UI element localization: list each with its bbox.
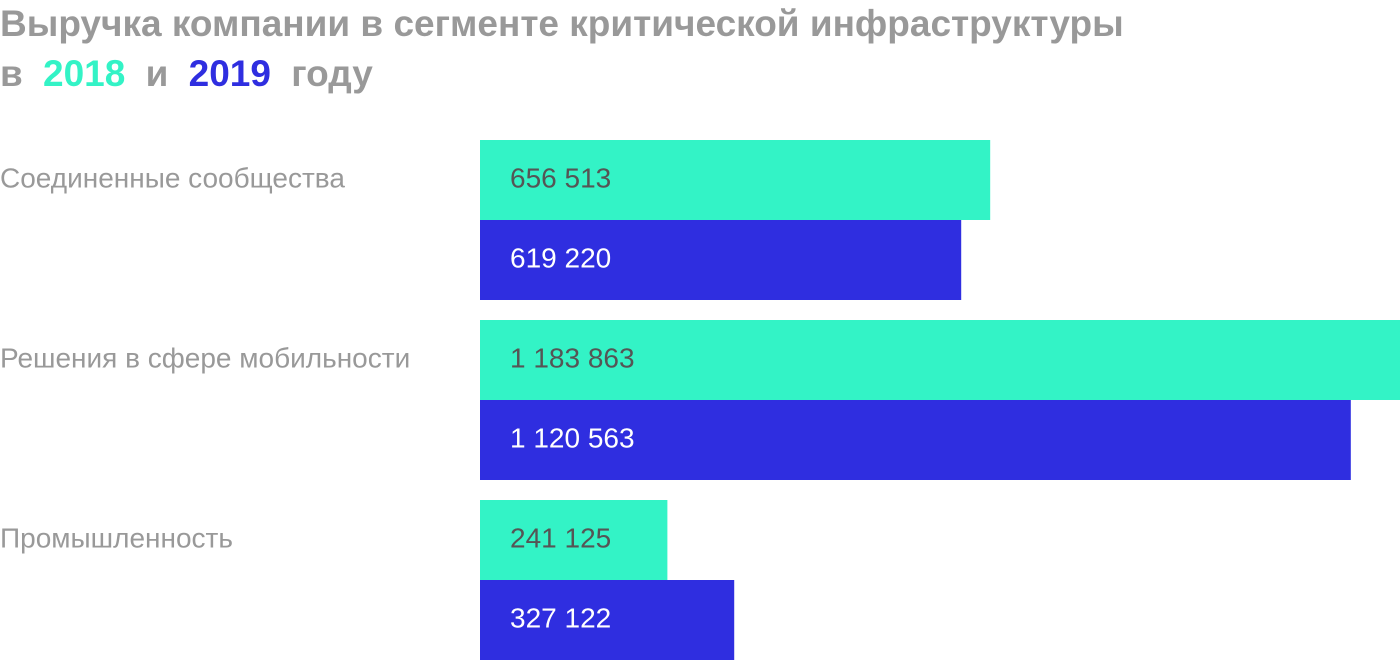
- bar: [480, 580, 735, 660]
- bar: [480, 220, 962, 300]
- chart-subtitle: в 2018 и 2019 году: [0, 53, 373, 94]
- value-label: 1 183 863: [510, 342, 635, 373]
- legend-entry: 2018: [43, 53, 125, 94]
- title-part: году: [291, 53, 373, 94]
- value-label: 241 125: [510, 522, 611, 553]
- bar: [480, 140, 991, 220]
- value-label: 619 220: [510, 242, 611, 273]
- category-label: Промышленность: [0, 522, 233, 553]
- title-part: в: [0, 53, 23, 94]
- value-label: 327 122: [510, 602, 611, 633]
- value-label: 656 513: [510, 162, 611, 193]
- legend-entry: 2019: [189, 53, 271, 94]
- category-label: Решения в сфере мобильности: [0, 342, 410, 373]
- bar: [480, 320, 1400, 400]
- category-label: Соединенные сообщества: [0, 162, 345, 193]
- bar: [480, 400, 1351, 480]
- title-part: и: [146, 53, 169, 94]
- chart-title: Выручка компании в сегменте критической …: [0, 3, 1124, 44]
- bar: [480, 500, 668, 580]
- value-label: 1 120 563: [510, 422, 635, 453]
